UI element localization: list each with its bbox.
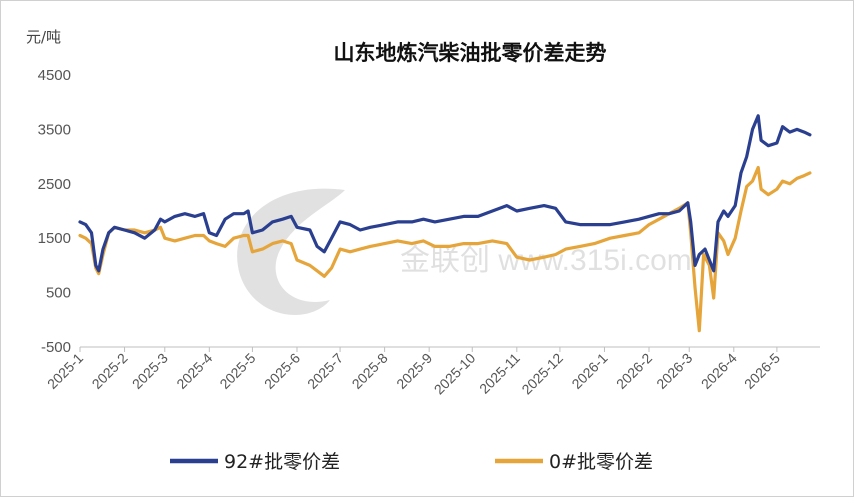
x-tick-label: 2026-5	[741, 350, 783, 392]
x-tick-label: 2025-7	[304, 350, 346, 392]
x-tick-label: 2025-4	[173, 350, 215, 392]
x-tick-label: 2025-2	[89, 350, 131, 392]
y-axis-label: 元/吨	[26, 28, 61, 46]
series-line	[78, 165, 812, 333]
x-tick-label: 2025-3	[129, 350, 171, 392]
x-tick-label: 2025-5	[216, 350, 258, 392]
x-tick-label: 2026-1	[568, 350, 610, 392]
chart-title: 山东地炼汽柴油批零价差走势	[334, 40, 607, 65]
y-tick-label: 4500	[38, 67, 71, 84]
watermark-logo: 金联创 www.315i.com	[237, 188, 692, 315]
watermark-swirl-icon	[237, 188, 345, 315]
x-tick-label: 2025-8	[349, 350, 391, 392]
x-tick-label: 2025-6	[261, 350, 303, 392]
x-tick-label: 2025-9	[393, 350, 435, 392]
x-tick-label: 2025-12	[518, 350, 566, 398]
x-tick-label: 2026-3	[653, 350, 695, 392]
x-tick-label: 2026-4	[698, 350, 740, 392]
series-line	[78, 114, 812, 273]
y-tick-label: 3500	[38, 121, 71, 138]
x-tick-label: 2025-10	[431, 350, 479, 398]
legend-label: 92#批零价差	[224, 451, 340, 473]
y-tick-label: -500	[41, 339, 71, 356]
x-tick-label: 2026-2	[613, 350, 655, 392]
y-tick-label: 2500	[38, 176, 71, 193]
x-tick-label: 2025-1	[44, 350, 86, 392]
legend-label: 0#批零价差	[549, 451, 653, 473]
x-tick-label: 2025-11	[476, 350, 523, 397]
legend: 92#批零价差 0#批零价差	[170, 451, 653, 473]
y-tick-label: 500	[46, 285, 71, 302]
y-tick-label: 1500	[38, 230, 71, 247]
watermark-text: 金联创 www.315i.com	[400, 244, 692, 277]
